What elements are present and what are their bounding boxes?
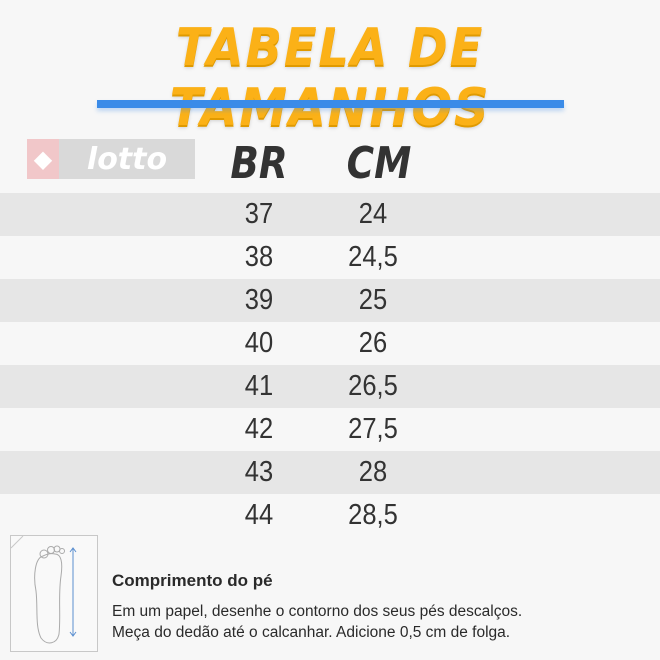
column-header-cm: CM: [346, 138, 412, 189]
lotto-diamond-icon: ◆: [27, 139, 59, 179]
table-row: 40 26: [0, 322, 660, 365]
cm-cell: 25: [358, 284, 388, 316]
br-cell: 39: [244, 284, 274, 316]
br-cell: 42: [244, 413, 274, 445]
table-row: 39 25: [0, 279, 660, 322]
cm-cell: 28,5: [348, 499, 398, 531]
cm-cell: 26,5: [348, 370, 398, 402]
table-row: 44 28,5: [0, 494, 660, 537]
instructions-line: Em um papel, desenhe o contorno dos seus…: [112, 603, 523, 620]
table-row: 42 27,5: [0, 408, 660, 451]
table-row: 41 26,5: [0, 365, 660, 408]
cm-cell: 26: [358, 327, 388, 359]
cm-cell: 24,5: [348, 241, 398, 273]
br-cell: 40: [244, 327, 274, 359]
title-underline: [97, 100, 564, 108]
table-row: 38 24,5: [0, 236, 660, 279]
table-row: 37 24: [0, 193, 660, 236]
br-cell: 41: [244, 370, 274, 402]
table-row: 43 28: [0, 451, 660, 494]
br-cell: 43: [244, 456, 274, 488]
cm-cell: 28: [358, 456, 388, 488]
brand-logo-text: lotto: [59, 139, 195, 179]
cm-cell: 24: [358, 198, 388, 230]
br-cell: 37: [244, 198, 274, 230]
page-title: TABELA DE TAMANHOS: [169, 18, 491, 138]
instructions-heading: Comprimento do pé: [112, 571, 273, 590]
cm-cell: 27,5: [348, 413, 398, 445]
instructions-line: Meça do dedão até o calcanhar. Adicione …: [112, 624, 511, 641]
column-header-br: BR: [230, 138, 288, 189]
instructions-text: Em um papel, desenhe o contorno dos seus…: [112, 601, 522, 643]
br-cell: 44: [244, 499, 274, 531]
foot-measure-icon: [10, 535, 98, 652]
br-cell: 38: [244, 241, 274, 273]
brand-logo: ◆ lotto: [27, 139, 195, 179]
